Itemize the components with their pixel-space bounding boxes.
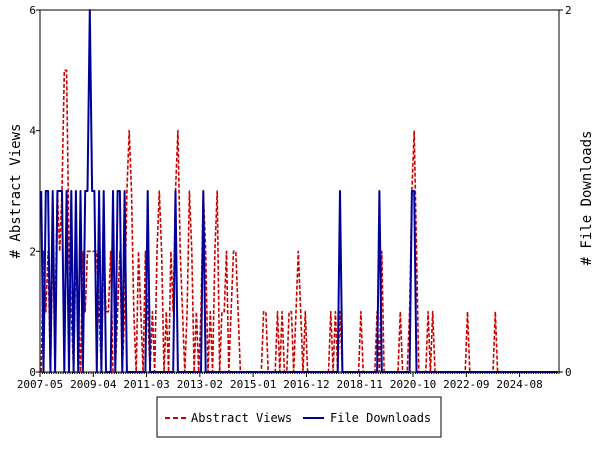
x-tick-label: 2013-02 [177,378,223,391]
legend-box [156,396,442,438]
x-tick-label: 2024-08 [496,378,542,391]
x-tick-label: 2015-01 [230,378,276,391]
left-y-tick-label: 0 [29,366,36,379]
x-tick-label: 2007-05 [17,378,63,391]
x-tick-label: 2022-09 [443,378,489,391]
x-tick-label: 2009-04 [70,378,117,391]
left-y-tick-label: 2 [29,245,36,258]
legend-label-abstract-views: Abstract Views [191,411,292,425]
right-y-axis: 02 [559,4,572,379]
x-tick-label: 2011-03 [123,378,169,391]
x-axis: 2007-05 2009-04 2011-03 2013-02 2015-01 2016-… [17,372,560,391]
left-axis-title: # Abstract Views [8,124,24,259]
left-y-tick-label: 4 [29,125,36,138]
right-axis-title: # File Downloads [579,131,595,266]
x-tick-label: 2016-12 [283,378,329,391]
x-tick-label: 2018-11 [337,378,383,391]
legend-label-file-downloads: File Downloads [330,411,431,425]
left-y-axis: 0 2 4 6 [29,4,40,379]
left-y-tick-label: 6 [29,4,36,17]
right-y-tick-label: 0 [565,366,572,379]
x-tick-label: 2020-10 [390,378,436,391]
legend: Abstract Views File Downloads [156,396,442,438]
right-y-tick-label: 2 [565,4,572,17]
